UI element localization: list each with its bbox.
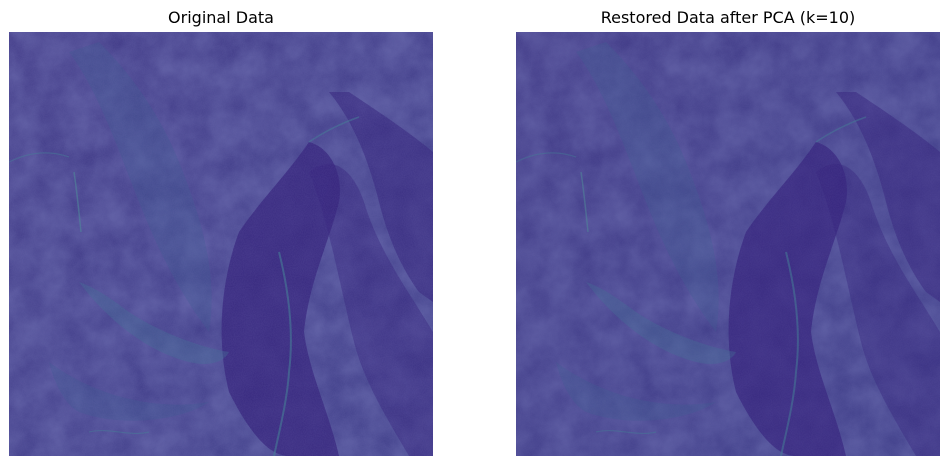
figure-panel-restored: Restored Data after PCA (k=10) xyxy=(516,0,940,465)
panel-title-original: Original Data xyxy=(168,8,274,27)
restored-data-image xyxy=(516,32,940,456)
figure-panel-original: Original Data xyxy=(9,0,433,465)
panel-title-restored: Restored Data after PCA (k=10) xyxy=(600,8,856,27)
terrain-image-original xyxy=(9,32,433,456)
original-data-image xyxy=(9,32,433,456)
terrain-image-restored xyxy=(516,32,940,456)
